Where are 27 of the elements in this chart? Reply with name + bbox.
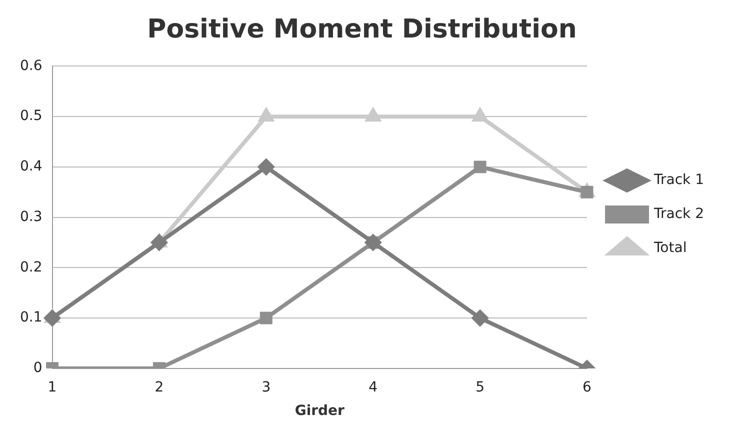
point [472,108,488,122]
legend-label: Track 2 [653,206,704,222]
x-tick-label: 5 [476,379,485,396]
y-tick-label: 0.4 [20,158,42,175]
x-tick-label: 4 [368,379,378,396]
y-tick-label: 0.5 [20,108,42,124]
point [258,158,274,175]
x-tick-label: 6 [582,379,592,396]
x-axis-title: Girder [294,403,345,420]
y-tick-label: 0.2 [20,259,42,276]
chart-title: Positive Moment Distribution [147,14,577,44]
point [472,310,488,326]
point [260,312,272,324]
legend-label: Track 1 [653,172,704,188]
point [258,108,274,122]
point [474,160,486,174]
legend-label: Total [653,240,687,256]
y-tick-label: 0.3 [20,208,42,225]
point [44,310,60,326]
x-tick-label: 3 [262,379,271,396]
y-tick-label: 0.6 [20,58,42,74]
y-tick-label: 0 [33,360,42,376]
y-tick-label: 0.1 [20,310,42,326]
x-tick-label: 2 [154,379,164,396]
point [151,234,168,250]
x-tick-label: 1 [48,379,57,396]
point [366,108,380,122]
